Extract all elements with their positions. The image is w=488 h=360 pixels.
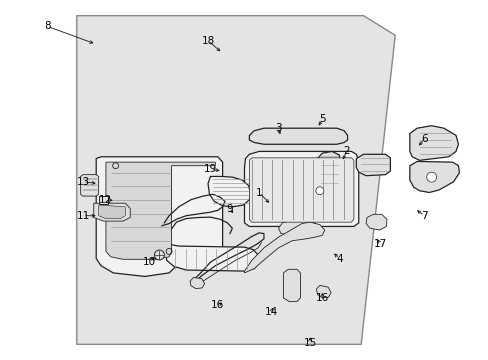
- Text: 4: 4: [335, 253, 342, 264]
- Polygon shape: [77, 16, 394, 344]
- Polygon shape: [409, 126, 458, 160]
- Text: 2: 2: [343, 147, 349, 157]
- Text: 16: 16: [315, 293, 328, 303]
- Text: 10: 10: [143, 257, 156, 267]
- Text: 8: 8: [44, 21, 51, 31]
- Circle shape: [315, 187, 323, 195]
- Text: 14: 14: [264, 307, 277, 317]
- Polygon shape: [366, 214, 386, 230]
- Polygon shape: [244, 222, 324, 273]
- Polygon shape: [96, 157, 222, 276]
- Polygon shape: [356, 154, 389, 176]
- Text: 15: 15: [303, 338, 316, 347]
- FancyBboxPatch shape: [98, 196, 108, 204]
- Polygon shape: [99, 205, 125, 219]
- Text: 5: 5: [318, 114, 325, 124]
- Polygon shape: [81, 175, 99, 196]
- Polygon shape: [244, 152, 358, 226]
- Text: 7: 7: [420, 211, 427, 221]
- Polygon shape: [317, 152, 340, 196]
- Text: 12: 12: [99, 195, 112, 204]
- Polygon shape: [106, 162, 215, 259]
- Polygon shape: [249, 128, 347, 144]
- Polygon shape: [207, 176, 250, 207]
- Text: 13: 13: [76, 177, 89, 187]
- Polygon shape: [316, 285, 330, 298]
- Circle shape: [426, 172, 436, 182]
- Polygon shape: [249, 158, 353, 222]
- Text: 16: 16: [211, 300, 224, 310]
- Polygon shape: [94, 203, 130, 221]
- Polygon shape: [278, 220, 316, 237]
- Text: 11: 11: [76, 211, 89, 221]
- Polygon shape: [283, 269, 300, 301]
- Polygon shape: [409, 161, 458, 193]
- Text: 17: 17: [373, 239, 386, 249]
- Polygon shape: [165, 244, 259, 271]
- Text: 9: 9: [226, 203, 233, 213]
- Text: 19: 19: [203, 164, 217, 174]
- Text: 6: 6: [420, 134, 427, 144]
- Text: 18: 18: [201, 36, 214, 46]
- Circle shape: [154, 250, 164, 260]
- Text: 3: 3: [275, 123, 281, 133]
- Polygon shape: [190, 278, 204, 289]
- Text: 1: 1: [255, 188, 262, 198]
